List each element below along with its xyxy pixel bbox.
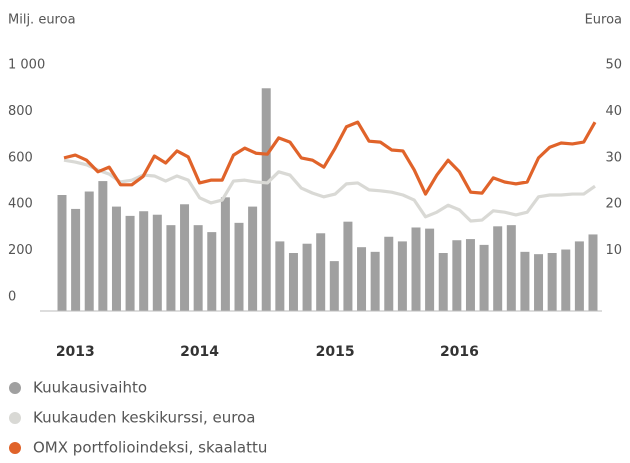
bar [438, 253, 448, 311]
bar [534, 254, 544, 311]
bar [302, 243, 312, 311]
bar [329, 261, 339, 311]
bar [547, 253, 557, 311]
bar [180, 204, 190, 311]
bar [57, 195, 67, 311]
legend-label: Kuukauden keskikurssi, euroa [33, 409, 255, 427]
bar [506, 225, 516, 311]
bar [71, 208, 81, 311]
y2-tick-label: 20 [605, 197, 622, 212]
x-tick-label: 2016 [440, 344, 479, 360]
y2-tick-label: 50 [605, 58, 622, 73]
bar [357, 247, 367, 311]
bar [261, 88, 271, 311]
bar [98, 181, 108, 311]
bar [234, 222, 244, 311]
bar [465, 239, 475, 311]
bar [397, 241, 407, 311]
bar [193, 225, 203, 311]
y-tick-label: 600 [8, 150, 33, 165]
bar [220, 197, 230, 311]
legend-marker [9, 382, 21, 394]
bar [370, 251, 380, 311]
bar [152, 214, 162, 311]
bar [125, 215, 135, 311]
bar [561, 249, 571, 311]
legend-label: OMX portfolioindeksi, skaalattu [33, 439, 267, 457]
bar [316, 233, 326, 311]
bar [493, 226, 503, 311]
bar [588, 234, 598, 311]
bar [411, 227, 421, 311]
bar [111, 206, 121, 311]
bar [425, 228, 435, 311]
x-tick-label: 2014 [180, 344, 219, 360]
bar [139, 211, 149, 311]
y-tick-label: 400 [8, 197, 33, 212]
legend-label: Kuukausivaihto [33, 379, 147, 397]
x-tick-label: 2013 [56, 344, 95, 360]
y-axis-label: Milj. euroa [8, 13, 76, 28]
y-tick-label: 1 000 [8, 58, 45, 73]
bar [574, 241, 584, 311]
legend-marker [9, 412, 21, 424]
x-tick-label: 2015 [316, 344, 355, 360]
bar [248, 206, 258, 311]
bar [452, 240, 462, 311]
bar [275, 241, 285, 311]
y-tick-label: 800 [8, 104, 33, 119]
line [63, 158, 596, 223]
y2-tick-label: 40 [605, 104, 622, 119]
line [63, 120, 597, 196]
legend-marker [9, 442, 21, 454]
y2-tick-label: 10 [605, 243, 622, 258]
bar [343, 221, 353, 311]
y2-tick-label: 30 [605, 150, 622, 165]
bar [207, 232, 217, 311]
bar [520, 251, 530, 311]
y2-axis-label: Euroa [585, 13, 622, 28]
y-tick-label: 0 [8, 290, 16, 305]
bar [479, 244, 489, 311]
bar [288, 253, 298, 311]
bar [166, 225, 176, 311]
bar [384, 236, 394, 311]
bar [84, 191, 94, 311]
y-tick-label: 200 [8, 243, 33, 258]
